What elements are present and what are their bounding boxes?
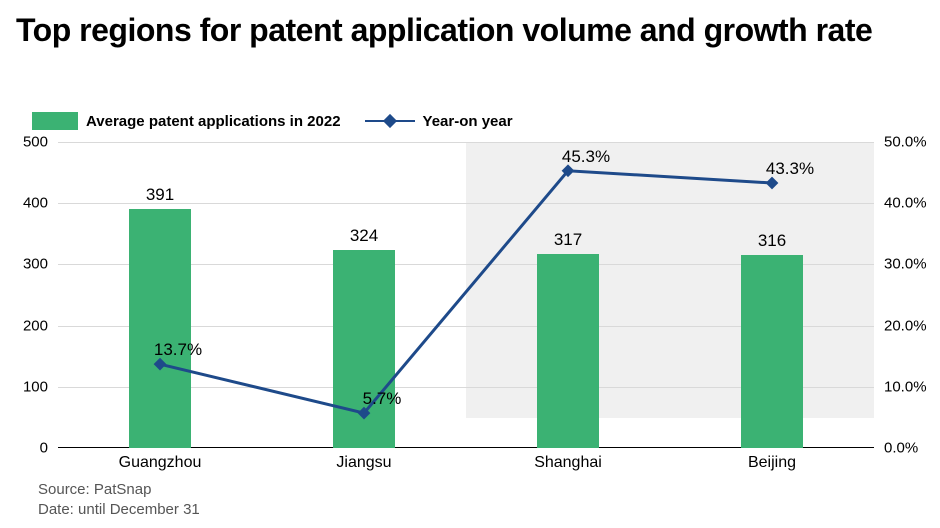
line-value-label: 45.3% <box>562 147 610 167</box>
line-value-label: 43.3% <box>766 159 814 179</box>
line-value-label: 13.7% <box>154 340 202 360</box>
x-category-label: Beijing <box>748 454 796 472</box>
date-label: Date: until December 31 <box>38 500 200 520</box>
legend-swatch-bar <box>32 112 78 130</box>
y-right-tick: 20.0% <box>884 317 927 334</box>
chart-footer: Source: PatSnap Date: until December 31 <box>38 480 200 521</box>
y-right-tick: 30.0% <box>884 256 927 273</box>
legend-item-bars: Average patent applications in 2022 <box>32 112 341 130</box>
y-left-tick: 300 <box>23 256 48 273</box>
bar-value-label: 317 <box>554 230 582 250</box>
legend: Average patent applications in 2022 Year… <box>32 112 513 130</box>
line-value-label: 5.7% <box>363 389 402 409</box>
y-right-tick: 10.0% <box>884 378 927 395</box>
x-category-label: Jiangsu <box>336 454 391 472</box>
legend-line-label: Year-on year <box>423 113 513 130</box>
legend-bar-label: Average patent applications in 2022 <box>86 113 341 130</box>
bar <box>537 254 598 448</box>
gridline <box>58 142 874 143</box>
chart-title: Top regions for patent application volum… <box>16 12 872 49</box>
source-label: Source: PatSnap <box>38 480 200 500</box>
bar-value-label: 324 <box>350 226 378 246</box>
bar-value-label: 316 <box>758 231 786 251</box>
bar <box>129 209 190 448</box>
y-left-tick: 100 <box>23 378 48 395</box>
y-right-tick: 40.0% <box>884 195 927 212</box>
y-right-tick: 0.0% <box>884 440 918 457</box>
bar-value-label: 391 <box>146 185 174 205</box>
y-left-tick: 400 <box>23 195 48 212</box>
chart-plot-area: 00.0%10010.0%20020.0%30030.0%40040.0%500… <box>58 142 874 448</box>
legend-item-line: Year-on year <box>365 113 513 130</box>
y-right-tick: 50.0% <box>884 134 927 151</box>
bar <box>333 250 394 448</box>
x-category-label: Shanghai <box>534 454 602 472</box>
y-left-tick: 500 <box>23 134 48 151</box>
x-category-label: Guangzhou <box>119 454 202 472</box>
bar <box>741 255 802 448</box>
y-left-tick: 0 <box>40 440 48 457</box>
gridline <box>58 203 874 204</box>
y-left-tick: 200 <box>23 317 48 334</box>
legend-swatch-line <box>365 120 415 122</box>
